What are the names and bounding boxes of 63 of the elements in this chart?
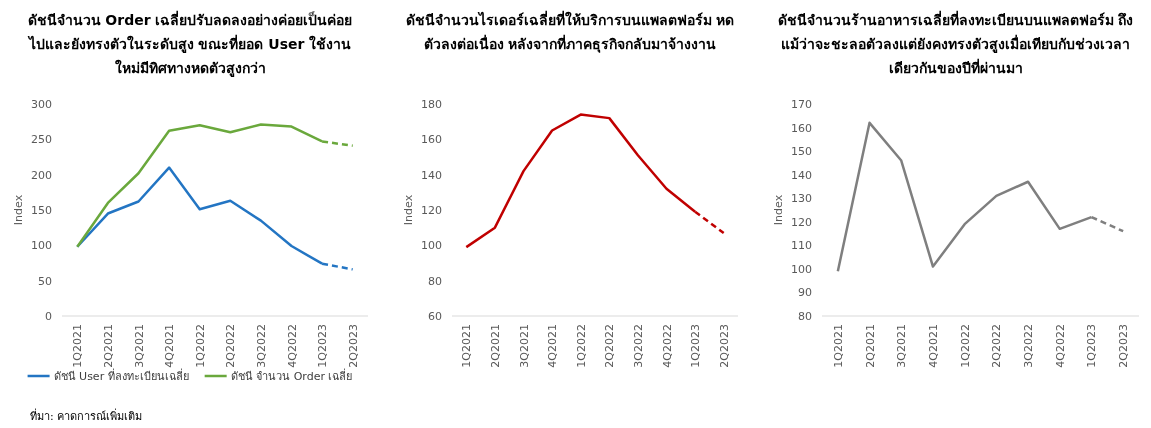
x-tick-label: 4Q2022 <box>1053 324 1067 368</box>
y-axis-title: Index <box>402 194 415 226</box>
x-tick-label: 1Q2023 <box>1085 324 1099 368</box>
y-tick-label: 0 <box>45 310 52 323</box>
x-tick-label: 4Q2021 <box>546 324 560 368</box>
y-tick-label: 180 <box>421 98 442 111</box>
x-tick-label: 4Q2021 <box>926 324 940 368</box>
y-tick-label: 90 <box>798 286 812 300</box>
y-tick-label: 80 <box>798 310 812 323</box>
x-tick-label: 1Q2023 <box>689 324 703 368</box>
y-tick-label: 300 <box>31 98 52 111</box>
y-tick-label: 80 <box>428 274 442 288</box>
x-tick-label: 3Q2022 <box>631 324 645 368</box>
x-tick-label: 2Q2022 <box>224 324 238 368</box>
y-tick-label: 150 <box>791 145 812 159</box>
x-tick-label: 2Q2021 <box>863 324 877 368</box>
y-tick-label: 140 <box>791 168 812 182</box>
text: ที่มา: คาดการณ์เพิ่มเติม <box>30 408 143 423</box>
chart-title: ดัชนีจำนวน Order เฉลี่ยปรับลดลงอย่างค่อยเป็นค่อยไปและยังทรงตัวในระดับสูง ขณะที่ยอด User ใช้งานใหม่มีทิศทางหดตัวสูงกว่า <box>26 9 354 79</box>
x-tick-label: 3Q2021 <box>895 324 909 368</box>
y-tick-label: 150 <box>31 204 52 217</box>
x-tick-label: 2Q2023 <box>717 324 731 368</box>
y-tick-label: 120 <box>791 215 812 229</box>
chart-title: ดัชนีจำนวนร้านอาหารเฉลี่ยที่ลงทะเบียนบนแพลตฟอร์ม ถึงแม้ว่าจะชะลอตัวลงแต่ยังคงทรงตัวสูงเมื่อเทียบกับช่วงเวลาเดียวกันของปีที่ผ่านมา <box>776 9 1135 78</box>
x-tick-label: 3Q2021 <box>517 324 531 368</box>
y-axis-title: Index <box>772 194 785 226</box>
y-tick-label: 250 <box>31 133 52 147</box>
x-tick-label: 2Q2023 <box>346 324 360 368</box>
y-tick-label: 160 <box>421 133 442 147</box>
x-tick-label: 4Q2022 <box>285 324 299 368</box>
x-tick-label: 1Q2023 <box>316 324 330 368</box>
y-tick-label: 50 <box>38 274 52 288</box>
y-tick-label: 170 <box>791 98 812 111</box>
x-tick-label: 1Q2022 <box>193 324 207 368</box>
legend-label: ดัชนี จำนวน Order เฉลี่ย <box>230 368 353 383</box>
x-tick-label: 2Q2022 <box>990 324 1004 368</box>
y-tick-label: 100 <box>31 239 52 253</box>
x-tick-label: 1Q2021 <box>460 324 474 368</box>
legend-label: ดัชนี User ที่ลงทะเบียนเฉลี่ย <box>53 368 189 383</box>
y-tick-label: 60 <box>428 310 442 323</box>
y-tick-label: 110 <box>791 239 812 253</box>
y-tick-label: 120 <box>421 204 442 217</box>
x-tick-label: 3Q2021 <box>132 324 146 368</box>
y-tick-label: 100 <box>421 239 442 253</box>
x-tick-label: 1Q2021 <box>71 324 85 368</box>
x-tick-label: 2Q2023 <box>1117 324 1131 368</box>
x-tick-label: 4Q2022 <box>660 324 674 368</box>
x-tick-label: 1Q2022 <box>958 324 972 368</box>
x-tick-label: 2Q2021 <box>488 324 502 368</box>
y-axis-title: Index <box>12 194 25 226</box>
x-tick-label: 2Q2022 <box>603 324 617 368</box>
chart-title: ดัชนีจำนวนไรเดอร์เฉลี่ยที่ให้บริการบนแพลตฟอร์ม หดตัวลงต่อเนื่อง หลังจากที่ภาคธุรกิจกลับมาจ้างงาน <box>405 9 735 55</box>
x-tick-label: 1Q2021 <box>831 324 845 368</box>
x-tick-label: 4Q2021 <box>163 324 177 368</box>
x-tick-label: 3Q2022 <box>254 324 268 368</box>
y-tick-label: 100 <box>791 262 812 276</box>
y-tick-label: 160 <box>791 121 812 135</box>
y-tick-label: 200 <box>31 168 52 182</box>
x-tick-label: 2Q2021 <box>101 324 115 368</box>
y-tick-label: 140 <box>421 168 442 182</box>
x-tick-label: 3Q2022 <box>1022 324 1036 368</box>
y-tick-label: 130 <box>791 192 812 206</box>
x-tick-label: 1Q2022 <box>574 324 588 368</box>
